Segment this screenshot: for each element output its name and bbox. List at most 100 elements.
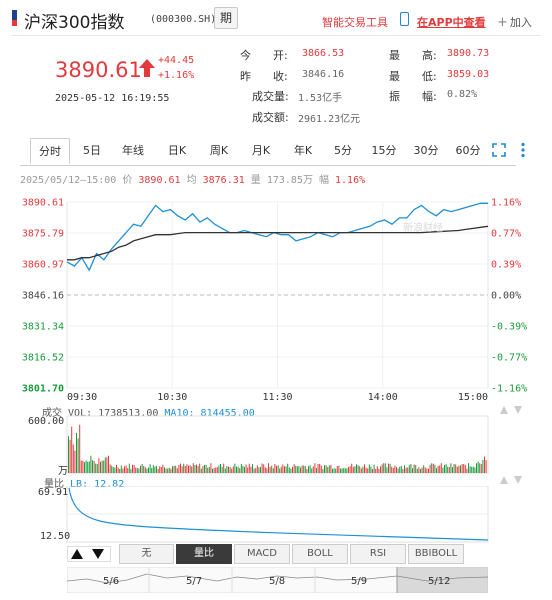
volume-bar [93,461,95,473]
tab-daily-k[interactable]: 日K [167,144,187,157]
volume-bar [152,465,154,473]
indicator-macd[interactable]: MACD [234,544,290,564]
smart-trade-link[interactable]: 智能交易工具 [322,16,388,29]
volume-bar [399,466,401,473]
lb-y-top: 69.91 [38,487,69,498]
panel-arrows-icon[interactable] [500,405,540,415]
volume-bar [421,467,423,473]
volume-bar [338,465,340,473]
volume-bar [466,468,468,473]
volume-bar [279,468,281,473]
volume-bar [426,468,428,473]
volume-bar [440,463,442,473]
volume-bar [191,466,193,473]
volume-value: 1.53亿手 [298,93,343,104]
view-in-app-link[interactable]: 在APP中查看 [417,16,486,29]
tab-30min[interactable]: 30分 [413,144,439,157]
volume-bar [85,460,87,473]
indicator-none[interactable]: 无 [119,544,174,564]
volume-bar [221,466,223,473]
volume-bar [215,467,217,473]
tab-15min[interactable]: 15分 [371,144,397,157]
volume-bar [455,464,457,473]
x-tick-label: 09:30 [67,392,97,403]
volume-bar [485,460,487,473]
volume-bar [285,466,287,473]
volume-bar [164,467,165,473]
tab-monthly-k[interactable]: 月K [251,144,271,157]
average-line [67,225,489,261]
tab-yearline[interactable]: 年线 [122,144,144,157]
volume-bar [71,426,73,473]
volume-bar [202,466,204,473]
volume-bar [98,458,100,473]
add-label: 加入 [509,16,532,29]
lb-label: LB: [70,479,89,490]
volume-bar [368,464,370,473]
scroll-up-icon[interactable] [71,549,83,559]
volume-bar [460,465,461,473]
volume-bar [132,464,133,473]
volume-bar [312,466,314,473]
x-tick-label: 15:00 [458,392,488,403]
tab-intraday[interactable]: 分时 [30,138,70,164]
volume-bar [157,468,159,473]
date-navigator[interactable] [67,567,488,593]
volume-bar [282,464,284,473]
indicator-boll[interactable]: BOLL [292,544,348,564]
volume-bar [380,466,381,473]
scroll-down-icon[interactable] [92,549,104,559]
volume-bar [356,464,357,473]
y-pct-label: 0.39% [491,260,521,271]
volume-bar [88,461,90,473]
period-button[interactable]: 期 [214,7,238,29]
vol-value: 1738513.00 [98,408,159,419]
volume-bar [127,468,129,473]
tab-yearly-k[interactable]: 年K [293,144,313,157]
volume-bar [223,463,225,473]
indicator-bbiboll[interactable]: BBIBOLL [408,544,464,564]
volume-bar [248,463,250,473]
volume-bar [79,424,81,473]
nav-date-2: 5/7 [186,576,203,587]
lb-panel-arrows-icon[interactable] [500,475,540,485]
low-label: 最 低: [389,70,437,83]
fullscreen-icon[interactable] [492,143,506,157]
amplitude-label: 振 幅: [389,90,437,103]
tab-60min[interactable]: 60分 [455,144,481,157]
volume-bar [322,468,324,473]
more-menu-icon[interactable] [520,142,526,158]
volume-bar [352,466,354,473]
volume-chart [66,415,489,474]
nav-date-3: 5/8 [269,576,286,587]
volume-bar [298,466,300,473]
indicator-volume-ratio[interactable]: 量比 [176,544,232,564]
y-tick-label: 3875.79 [22,229,64,240]
x-tick-label: 11:30 [262,392,292,403]
volume-bar [261,463,263,473]
volume-bar [236,466,237,473]
price-change-percent: +1.16% [158,70,195,81]
tab-5day[interactable]: 5日 [83,144,101,157]
volume-bar [232,466,234,473]
y-tick-label: 3860.97 [22,260,64,271]
volume-bar [92,460,93,473]
volume-bar [372,469,373,473]
tab-weekly-k[interactable]: 周K [209,144,229,157]
volume-bar [237,466,239,473]
intraday-price-chart[interactable]: 3890.61 1.16% 3875.79 0.77% 3860.97 0.39% 3846… [0,190,552,408]
volume-bar [242,465,244,473]
tab-5min[interactable]: 5分 [334,144,352,157]
volume-bar [173,465,175,473]
volume-bar [117,467,119,473]
volume-bar [276,465,277,473]
add-watchlist-button[interactable]: + 加入 [497,14,532,30]
volume-bar [165,468,167,473]
index-code: (000300.SH) [150,14,217,25]
info-vol-label: 量 [250,175,261,186]
volume-bar [383,463,385,473]
indicator-rsi[interactable]: RSI [350,544,406,564]
volume-bar [111,465,113,473]
volume-bar [112,467,114,473]
volume-bar [295,465,297,473]
